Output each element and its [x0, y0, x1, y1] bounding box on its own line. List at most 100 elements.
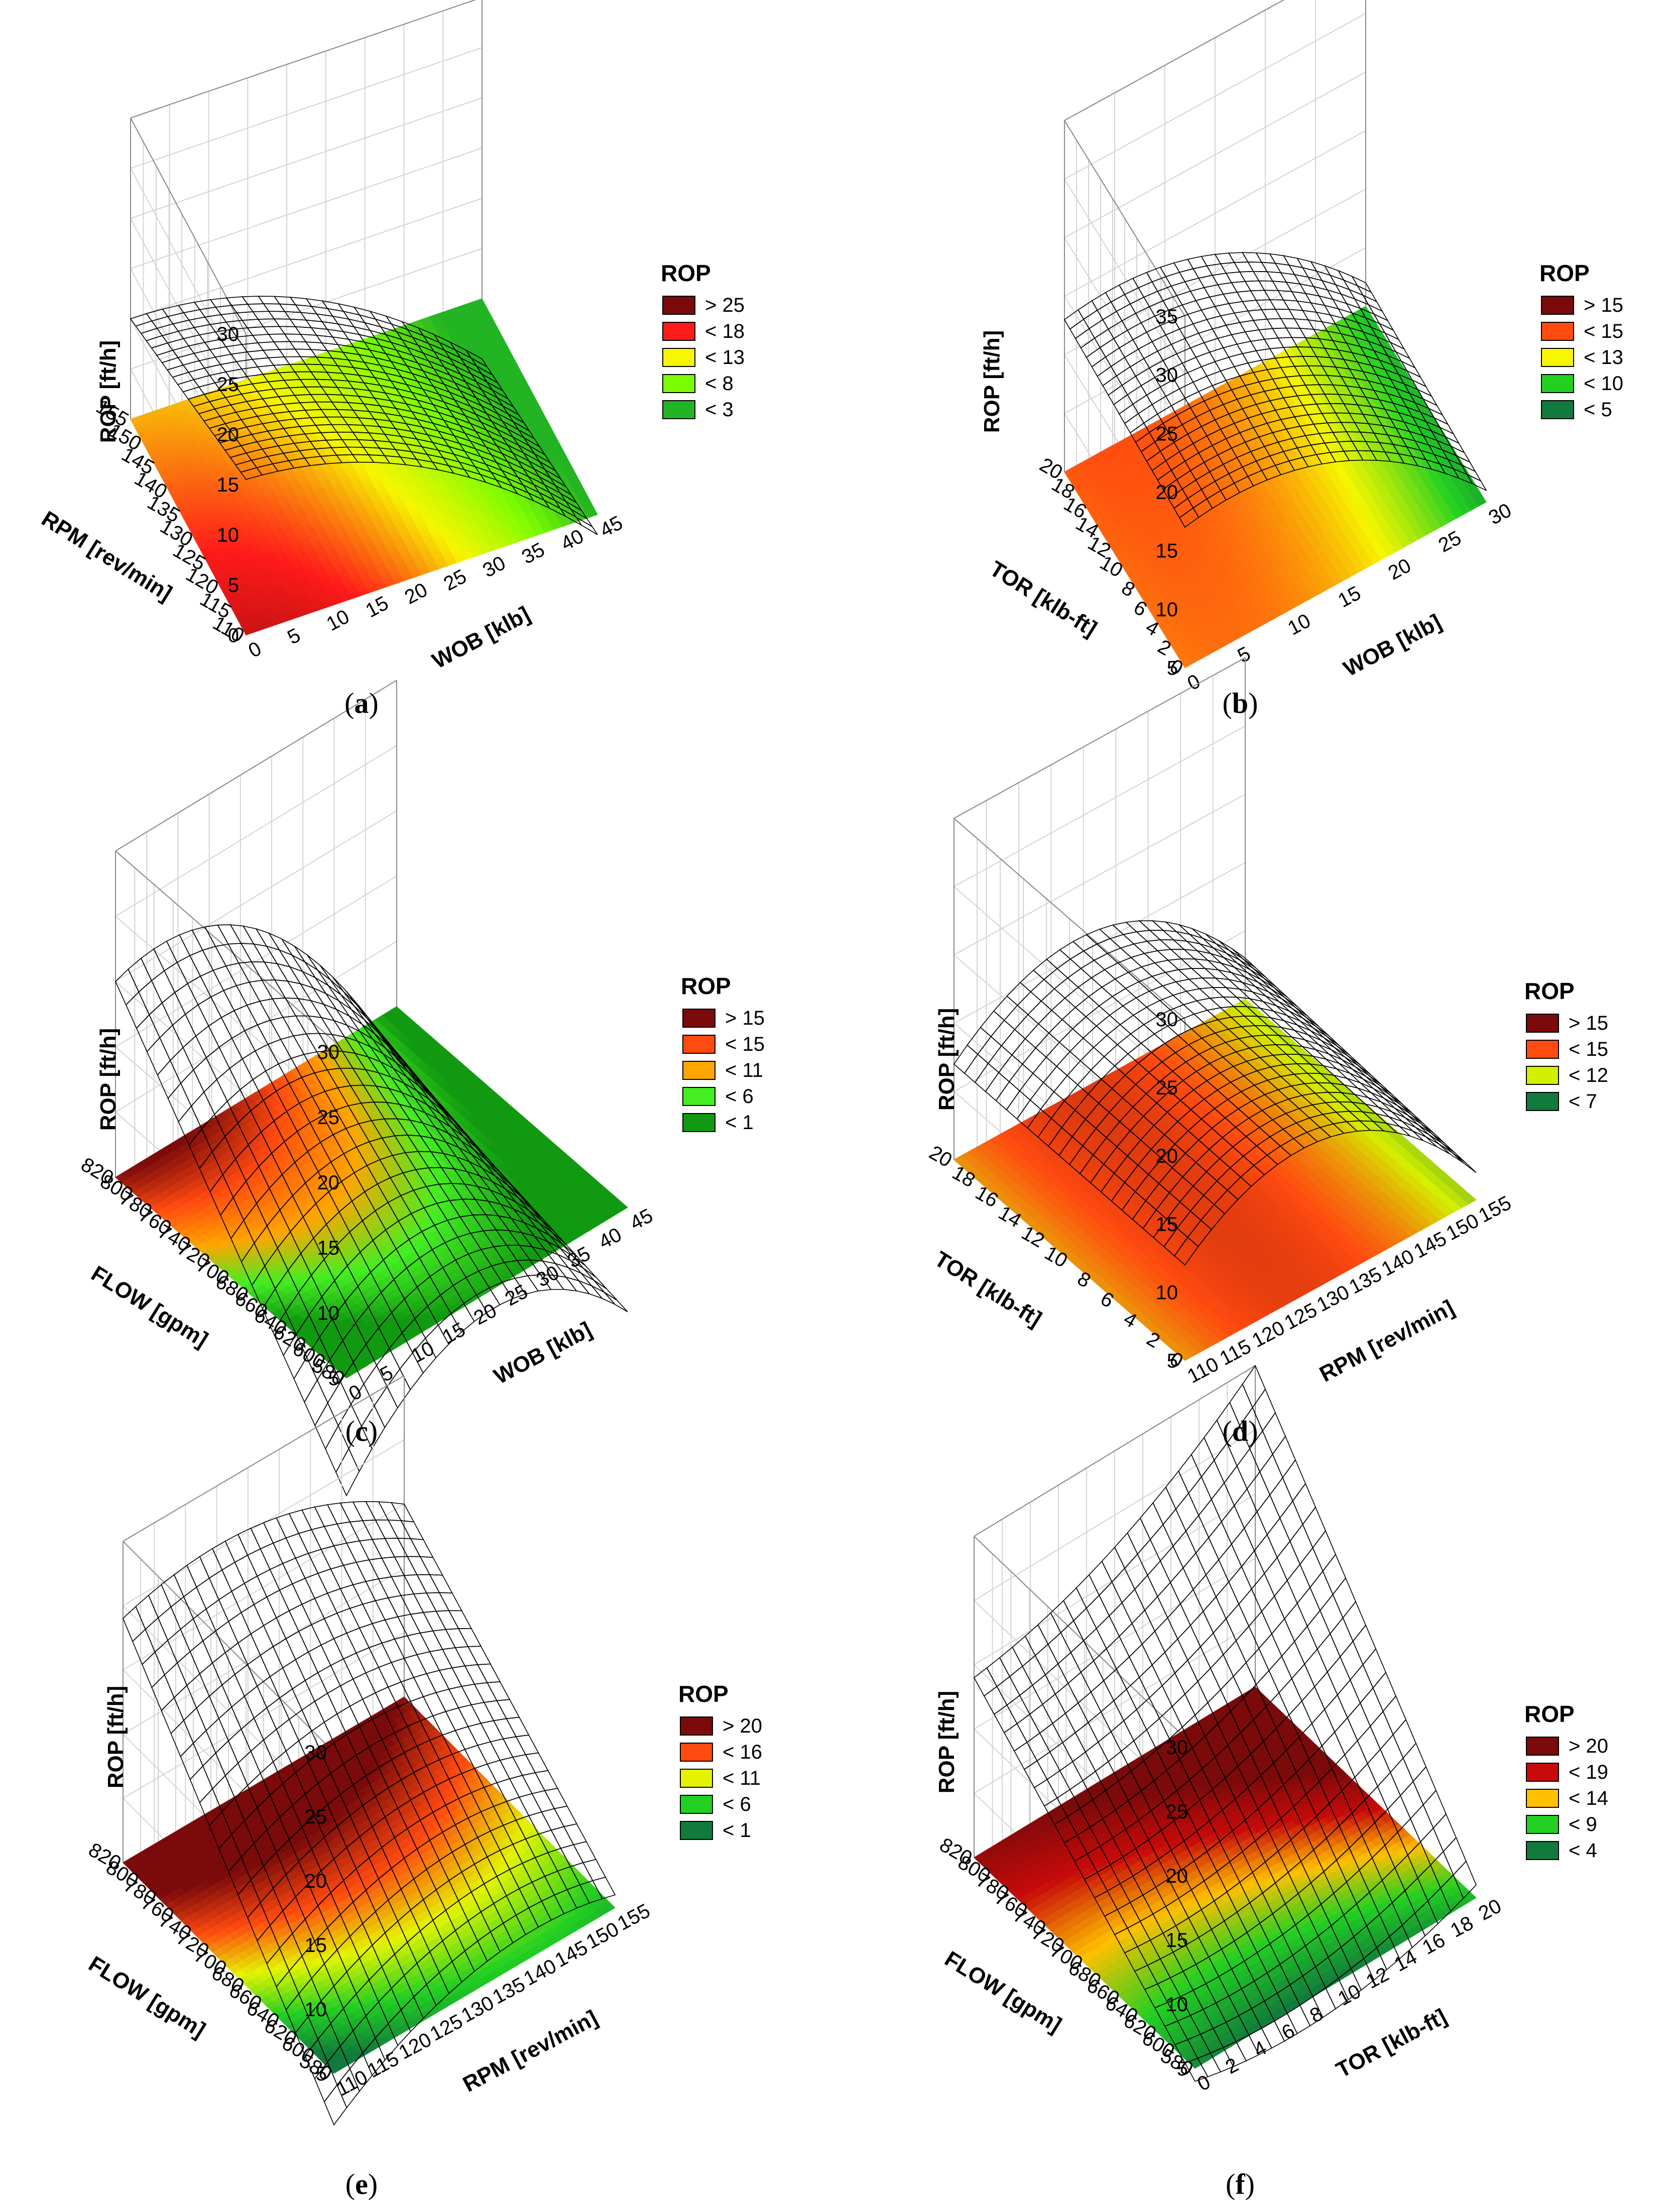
surface-cell [1340, 293, 1361, 309]
surface-cell [1187, 366, 1208, 383]
surface-cell [347, 318, 371, 331]
surface-cell [1223, 343, 1243, 358]
surface-cell [1192, 319, 1213, 334]
surface-cell [1301, 267, 1323, 281]
surface-cell [1214, 253, 1235, 265]
surface-cell [1313, 286, 1334, 300]
legend-title: ROP [1539, 260, 1590, 286]
surface-cell [1242, 300, 1263, 312]
legend-label: < 8 [705, 373, 734, 395]
legend-swatch [1541, 400, 1574, 419]
surface-cell [1324, 265, 1345, 281]
legend-label: < 13 [1584, 346, 1623, 368]
surface-cell [263, 326, 286, 335]
surface-cell [1165, 328, 1186, 345]
surface-cell [1203, 337, 1224, 353]
legend-label: < 5 [1584, 399, 1612, 421]
surface-cell [342, 311, 366, 323]
z-tick-label: 10 [217, 524, 240, 546]
surface-cell [1159, 262, 1180, 278]
gridline [130, 47, 483, 169]
floor-contour [1064, 306, 1487, 668]
surface-cell [337, 303, 361, 316]
x-tick-label: 15 [362, 592, 392, 622]
x-tick-label: 10 [1284, 609, 1315, 640]
x-tick-label: 0 [245, 638, 265, 662]
surface-cell [1138, 281, 1158, 298]
surface-cell [199, 306, 222, 318]
surface-cell [1206, 371, 1227, 387]
surface-cell [1201, 306, 1222, 320]
z-axis-label: ROP [ft/h] [96, 340, 121, 443]
legend-label: < 3 [705, 399, 734, 421]
surface-cell [359, 314, 382, 328]
surface-cell [1258, 328, 1279, 340]
x-tick-label: 5 [1234, 643, 1254, 667]
surface-cell [1321, 280, 1342, 295]
legend-swatch [662, 374, 695, 393]
surface-cell [1253, 318, 1273, 330]
x-tick-label: 10 [323, 605, 353, 636]
z-tick-label: 20 [1156, 481, 1178, 504]
surface-cell [252, 311, 275, 320]
surface-cell [1189, 287, 1211, 301]
x-tick-label: 30 [1485, 499, 1515, 529]
legend-swatch [1541, 296, 1574, 315]
surface-cell [1206, 315, 1227, 330]
z-tick-label: 30 [1156, 364, 1178, 387]
surface-cell [1228, 353, 1249, 367]
surface-cell [1296, 258, 1318, 272]
surface-cell [1236, 290, 1257, 302]
surface-cell [1176, 291, 1197, 306]
legend-label: < 13 [705, 346, 745, 368]
surface-cell [273, 341, 296, 350]
surface-cell [257, 341, 280, 351]
legend: ROP> 25< 18< 13< 8< 3 [661, 260, 745, 421]
surface-cell [1307, 276, 1329, 291]
legend-label: > 15 [1584, 294, 1623, 316]
legend-label: < 10 [1584, 373, 1623, 395]
y-tick-label: 6 [1130, 596, 1150, 621]
legend-label: > 25 [705, 294, 745, 316]
legend-swatch [662, 348, 695, 367]
surface-cell [1195, 296, 1216, 311]
surface-cell [1326, 289, 1348, 304]
surface-cell [1165, 272, 1186, 287]
surface-cell [1195, 351, 1216, 367]
x-tick-label: 40 [557, 525, 587, 555]
surface-cell [1343, 279, 1364, 296]
panel-c: 0510152025303540455806006206406606807007… [77, 680, 765, 1497]
legend-swatch [662, 400, 695, 419]
y-axis-label: RPM [rev/min] [37, 507, 176, 606]
gridline [130, 148, 483, 269]
x-tick-label: 35 [518, 539, 548, 569]
surface-cell [1214, 356, 1235, 372]
x-tick-label: 15 [1335, 582, 1365, 612]
surface-cell [241, 319, 265, 328]
surface-cell [247, 303, 270, 312]
surface-cell [1201, 361, 1222, 377]
surface-cell [1329, 274, 1351, 291]
surface-cell [258, 296, 281, 305]
surface-cell [172, 319, 195, 332]
y-tick-label: 2 [1154, 636, 1174, 660]
legend-swatch [1541, 322, 1574, 341]
panel-b: 0510152025300246810121416182051015202530… [980, 0, 1623, 695]
x-axis-label: WOB [klb] [428, 602, 534, 674]
surface-cell [1143, 291, 1164, 307]
surface-cell [1335, 284, 1356, 300]
x-tick-label: 5 [284, 624, 304, 649]
legend-swatch [662, 322, 695, 341]
z-tick-label: 15 [1156, 540, 1178, 562]
z-tick-label: 25 [1156, 423, 1178, 445]
z-axis-label: ROP [ft/h] [980, 330, 1004, 433]
surface-cell [1189, 342, 1211, 358]
z-tick-label: 15 [217, 474, 240, 496]
surface-cell [278, 348, 301, 357]
x-tick-label: 30 [479, 552, 509, 582]
axis-frame-edge [130, 0, 476, 118]
surface-cell [1337, 270, 1359, 287]
surface-cell [1217, 334, 1238, 348]
